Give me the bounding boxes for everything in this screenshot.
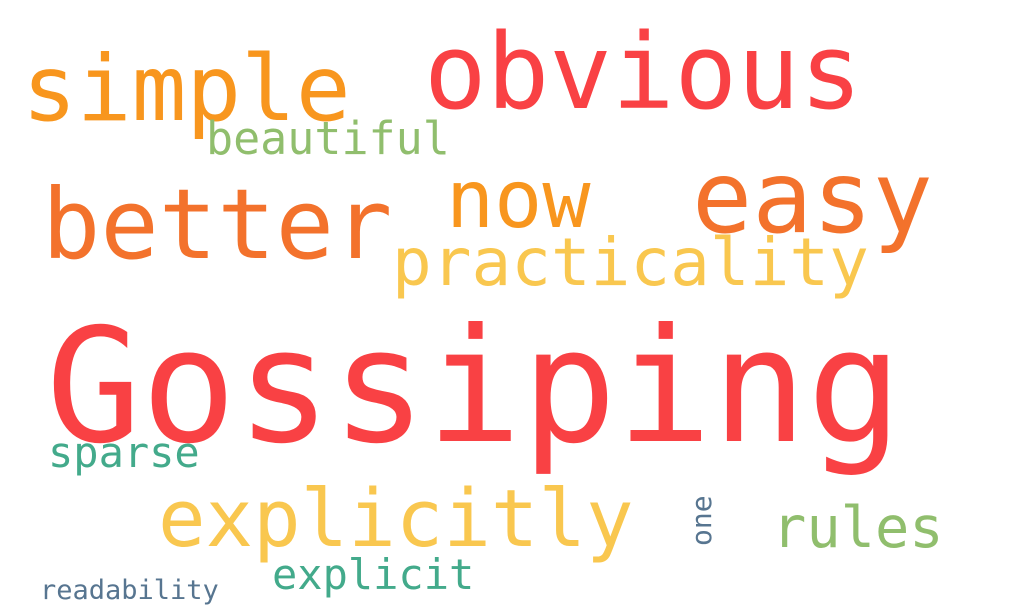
word-gossiping: Gossiping <box>46 295 903 479</box>
word-easy: easy <box>692 139 933 256</box>
word-explicitly: explicitly <box>158 473 634 565</box>
word-explicit: explicit <box>272 550 475 599</box>
word-rules: rules <box>772 495 944 561</box>
word-simple: simple <box>22 37 351 142</box>
word-beautiful: beautiful <box>206 112 450 165</box>
word-readability: readability <box>40 575 219 606</box>
word-now: now <box>446 153 591 246</box>
word-obvious: obvious <box>424 11 863 133</box>
word-one: one <box>685 495 718 546</box>
word-practicality: practicality <box>392 224 869 301</box>
word-better: better <box>42 168 393 281</box>
word-sparse: sparse <box>48 428 200 477</box>
